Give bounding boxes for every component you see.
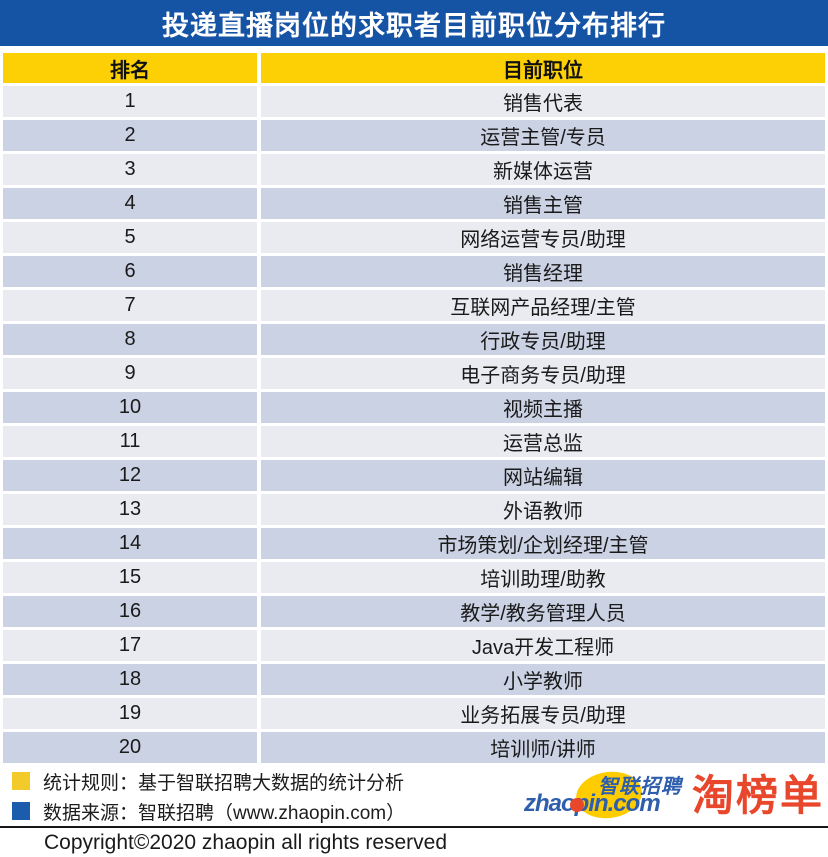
table-row: 4 销售主管 [3, 188, 825, 219]
title-bar: 投递直播岗位的求职者目前职位分布排行 [0, 0, 828, 46]
footer: 统计规则：基于智联招聘大数据的统计分析 数据来源：智联招聘（www.zhaopi… [0, 766, 828, 826]
rank-cell: 6 [3, 256, 257, 287]
position-cell: 网站编辑 [261, 460, 825, 491]
table-row: 11 运营总监 [3, 426, 825, 457]
table-row: 14 市场策划/企划经理/主管 [3, 528, 825, 559]
table-row: 18 小学教师 [3, 664, 825, 695]
table-header-row: 排名 目前职位 [3, 53, 825, 83]
table-body: 1 销售代表 2 运营主管/专员 3 新媒体运营 4 销售主管 5 网络运营专员/助理 6 销售经理 7… [3, 86, 825, 763]
logos: 智联招聘 zhaopin.com 淘榜单 [523, 767, 824, 824]
table-row: 6 销售经理 [3, 256, 825, 287]
rank-cell: 5 [3, 222, 257, 253]
footer-divider [0, 826, 828, 828]
table-row: 9 电子商务专员/助理 [3, 358, 825, 389]
legend-stat-rule-text: 统计规则：基于智联招聘大数据的统计分析 [43, 772, 405, 794]
table-row: 16 教学/教务管理人员 [3, 596, 825, 627]
rank-cell: 16 [3, 596, 257, 627]
rank-cell: 14 [3, 528, 257, 559]
table-row: 15 培训助理/助教 [3, 562, 825, 593]
rank-cell: 7 [3, 290, 257, 321]
position-cell: 运营总监 [261, 426, 825, 457]
legend-blue-swatch [12, 802, 30, 820]
position-cell: 外语教师 [261, 494, 825, 525]
table-row: 8 行政专员/助理 [3, 324, 825, 355]
zhaopin-logo: 智联招聘 zhaopin.com [523, 767, 682, 824]
rank-cell: 3 [3, 154, 257, 185]
rank-cell: 1 [3, 86, 257, 117]
table-row: 19 业务拓展专员/助理 [3, 698, 825, 729]
page-title: 投递直播岗位的求职者目前职位分布排行 [162, 10, 666, 41]
rank-cell: 13 [3, 494, 257, 525]
column-header-position: 目前职位 [261, 53, 825, 83]
legend-item-stat-rule: 统计规则：基于智联招聘大数据的统计分析 [0, 766, 828, 796]
table-row: 2 运营主管/专员 [3, 120, 825, 151]
position-cell: 网络运营专员/助理 [261, 222, 825, 253]
ranking-table: 排名 目前职位 1 销售代表 2 运营主管/专员 3 新媒体运营 4 销售主管 5 网络运营专员/… [0, 53, 828, 763]
zhaopin-logo-dot [569, 798, 584, 812]
rank-cell: 8 [3, 324, 257, 355]
table-row: 5 网络运营专员/助理 [3, 222, 825, 253]
legend-yellow-swatch [12, 772, 30, 790]
rank-cell: 19 [3, 698, 257, 729]
position-cell: 销售经理 [261, 256, 825, 287]
rank-cell: 12 [3, 460, 257, 491]
position-cell: 电子商务专员/助理 [261, 358, 825, 389]
position-cell: 培训助理/助教 [261, 562, 825, 593]
position-cell: Java开发工程师 [261, 630, 825, 661]
table-row: 13 外语教师 [3, 494, 825, 525]
table-row: 7 互联网产品经理/主管 [3, 290, 825, 321]
taobangdan-stamp-logo: 淘榜单 [691, 772, 824, 819]
zhaopin-logo-cn-text: 智联招聘 [597, 776, 682, 798]
copyright-text: Copyright©2020 zhaopin all rights reserv… [44, 830, 448, 854]
position-cell: 销售代表 [261, 86, 825, 117]
rank-cell: 9 [3, 358, 257, 389]
table-row: 1 销售代表 [3, 86, 825, 117]
position-cell: 业务拓展专员/助理 [261, 698, 825, 729]
position-cell: 销售主管 [261, 188, 825, 219]
table-row: 3 新媒体运营 [3, 154, 825, 185]
table-row: 20 培训师/讲师 [3, 732, 825, 763]
rank-cell: 2 [3, 120, 257, 151]
position-cell: 运营主管/专员 [261, 120, 825, 151]
position-cell: 视频主播 [261, 392, 825, 423]
rank-cell: 20 [3, 732, 257, 763]
table-row: 17 Java开发工程师 [3, 630, 825, 661]
position-cell: 行政专员/助理 [261, 324, 825, 355]
position-cell: 小学教师 [261, 664, 825, 695]
position-cell: 互联网产品经理/主管 [261, 290, 825, 321]
rank-cell: 15 [3, 562, 257, 593]
rank-cell: 4 [3, 188, 257, 219]
position-cell: 市场策划/企划经理/主管 [261, 528, 825, 559]
legend-item-data-source: 数据来源：智联招聘（www.zhaopin.com） [0, 796, 828, 826]
position-cell: 新媒体运营 [261, 154, 825, 185]
legend-data-source-text: 数据来源：智联招聘（www.zhaopin.com） [43, 802, 406, 824]
position-cell: 培训师/讲师 [261, 732, 825, 763]
position-cell: 教学/教务管理人员 [261, 596, 825, 627]
column-header-rank: 排名 [3, 53, 257, 83]
table-row: 10 视频主播 [3, 392, 825, 423]
rank-cell: 10 [3, 392, 257, 423]
rank-cell: 17 [3, 630, 257, 661]
rank-cell: 11 [3, 426, 257, 457]
rank-cell: 18 [3, 664, 257, 695]
table-row: 12 网站编辑 [3, 460, 825, 491]
zhaopin-logo-domain-text: zhaopin.com [523, 790, 661, 817]
